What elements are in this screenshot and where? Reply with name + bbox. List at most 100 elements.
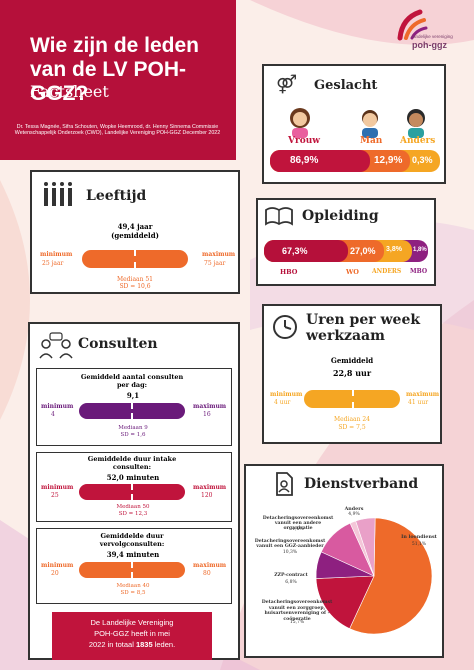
pie-value-zorggroep: 15,7% [289, 620, 305, 625]
pie-value-andere-org: 1,5% [292, 527, 304, 532]
leeftijd-max-label: maximum [202, 251, 236, 258]
geslacht-bar-vrouw [270, 150, 370, 172]
candles-icon [44, 182, 72, 206]
uren-sd: SD = 7,5 [338, 424, 366, 431]
label-man: Man [360, 136, 383, 146]
consulten-block-vervolg: Gemiddelde duur vervolgconsulten: 39,4 m… [36, 528, 232, 604]
footer-line3-post: leden. [152, 640, 176, 649]
block2-title: Gemiddelde duur intake consulten: [87, 455, 177, 471]
uren-mean: 22,8 uur [332, 368, 372, 378]
consult-icon [39, 332, 73, 359]
block1-max-label: maximum [193, 403, 227, 410]
clock-icon [273, 315, 297, 339]
book-icon [265, 207, 293, 226]
leeftijd-median: Mediaan 51 [116, 276, 153, 283]
footer-box: De Landelijke Vereniging POH-GGZ heeft i… [52, 612, 212, 660]
block1-mean: 9,1 [126, 391, 140, 400]
credits: Dr. Tessa Magnée, Sifra Schouten, Wopke … [14, 124, 221, 137]
leeftijd-card: Leeftijd 49,4 jaar (gemiddeld) minimum 2… [30, 170, 240, 294]
opleiding-bar-hbo [264, 240, 348, 262]
label-anders: Anders [400, 136, 436, 146]
logo-line2: poh-ggz [412, 40, 447, 50]
value-vrouw: 86,9% [290, 155, 319, 166]
consulten-card: Consulten Gemiddeld aantal consulten per… [28, 322, 240, 660]
opleiding-label-anders: ANDERS [372, 268, 402, 275]
pie-label-zorggroep: Detacheringsovereenkomst vanuit een zorg… [261, 600, 333, 622]
consulten-block-per-dag: Gemiddeld aantal consulten per dag: 9,1 … [36, 368, 232, 446]
block3-median-line [131, 562, 133, 578]
opleiding-label-wo: WO [346, 268, 359, 276]
avatar-row [290, 108, 425, 138]
consulten-title: Consulten [78, 336, 158, 352]
block3-min-label: minimum [41, 562, 74, 569]
block3-min-value: 20 [51, 570, 59, 577]
opleiding-card: Opleiding 67,3% 27,0% 3,8% 1,8% HBO WO A… [256, 198, 436, 286]
block2-mean: 52,0 minuten [106, 473, 160, 482]
block3-max-label: maximum [193, 562, 227, 569]
label-vrouw: Vrouw [288, 136, 321, 146]
opleiding-title: Opleiding [302, 208, 379, 224]
block2-max-label: maximum [193, 484, 227, 491]
footer-line3-pre: 2022 in totaal [88, 640, 136, 649]
block1-sd: SD = 1,6 [120, 432, 146, 438]
uren-min-label: minimum [270, 391, 303, 398]
uren-median: Mediaan 24 [333, 416, 370, 423]
avatar-anders [407, 109, 425, 138]
opleiding-label-hbo: HBO [280, 268, 298, 276]
opleiding-value-anders: 3,8% [386, 246, 402, 253]
block3-mean: 39,4 minuten [106, 550, 160, 559]
leeftijd-sd: SD = 10,6 [119, 283, 151, 290]
block2-sd: SD = 12,3 [118, 511, 148, 517]
pie-value-zzp: 6,8% [285, 580, 297, 585]
leeftijd-median-line [134, 250, 136, 268]
footer-line1: De Landelijke Vereniging [90, 618, 174, 627]
block2-min-label: minimum [41, 484, 74, 491]
pie-label-loondienst: In loondienst [401, 534, 437, 540]
pie-slice-1 [315, 575, 375, 630]
header-banner: Wie zijn de leden van de LV POH-GGZ? Fac… [0, 0, 236, 160]
uren-mean-label: Gemiddeld [330, 356, 374, 365]
block1-median-line [131, 403, 133, 419]
block1-max-value: 16 [203, 411, 211, 418]
leeftijd-mean-note: (gemiddeld) [111, 231, 159, 240]
value-man: 12,9% [374, 155, 403, 166]
pie-label-ggz: Detacheringsovereenkomst vanuit een GGZ-… [254, 539, 326, 549]
footer-line2: POH-GGZ heeft in mei [94, 629, 170, 638]
dienstverband-card: Dienstverband Anders 4,9% Detacheringsov… [244, 464, 444, 658]
block1-min-value: 4 [51, 411, 55, 418]
opleiding-value-hbo: 67,3% [282, 246, 308, 256]
pie-value-loondienst: 51,1% [411, 542, 427, 547]
logo-mark [397, 9, 428, 41]
block3-max-value: 80 [203, 570, 211, 577]
pie-label-anders: Anders [344, 506, 364, 512]
footer-count: 1835 [135, 640, 153, 649]
pie-value-ggz: 10,3% [282, 550, 298, 555]
dienstverband-pie [315, 517, 433, 635]
logo-line1: landelijke vereniging [412, 34, 453, 39]
value-anders: 0,3% [412, 155, 433, 165]
uren-min-value: 4 uur [274, 399, 291, 406]
opleiding-value-mbo: 1,8% [413, 247, 427, 253]
pie-slice-0 [349, 517, 433, 635]
opleiding-label-mbo: MBO [410, 268, 428, 275]
block3-median: Mediaan 40 [116, 583, 150, 589]
page-title: Wie zijn de leden van de LV POH-GGZ? [30, 34, 200, 105]
block1-title: Gemiddeld aantal consulten per dag: [80, 373, 184, 389]
uren-title-line1: Uren per week [306, 312, 421, 328]
contract-icon [276, 472, 293, 496]
avatar-man [362, 110, 378, 138]
uren-median-line [352, 390, 354, 408]
dienstverband-title: Dienstverband [304, 476, 419, 492]
pie-value-anders: 4,9% [348, 512, 360, 517]
footer-line3: 2022 in totaal 1835 leden. [52, 640, 212, 649]
geslacht-card: ⚤ Geslacht Vrouw Man Anders 86,9% 12,9% … [262, 64, 446, 184]
opleiding-value-wo: 27,0% [350, 246, 376, 256]
block1-median: Mediaan 9 [118, 425, 148, 431]
leeftijd-mean: 49,4 jaar [117, 222, 153, 231]
consulten-block-intake: Gemiddelde duur intake consulten: 52,0 m… [36, 452, 232, 522]
uren-title-line2: werkzaam [306, 328, 385, 344]
pie-label-zzp: ZZP-contract [274, 573, 308, 578]
block2-min-value: 25 [51, 492, 59, 499]
geslacht-title: Geslacht [314, 78, 378, 93]
leeftijd-min-value: 25 jaar [42, 260, 64, 267]
